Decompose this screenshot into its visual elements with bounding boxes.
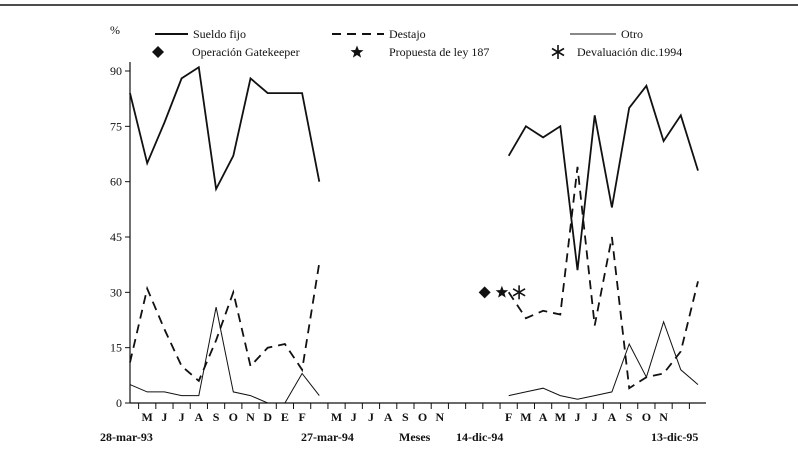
x-tick-label: O [418, 410, 427, 424]
x-tick-label: N [246, 410, 255, 424]
plot-area [129, 65, 699, 404]
x-tick-label: A [608, 410, 617, 424]
event-marker-operacion-gatekeeper [478, 286, 491, 299]
legend-star-icon [350, 45, 364, 58]
x-tick-label: S [626, 410, 633, 424]
y-tick-label: 60 [110, 175, 122, 189]
legend-label-sueldo-fijo: Sueldo fijo [193, 27, 246, 41]
event-markers [478, 285, 526, 300]
x-tick-label: J [161, 410, 167, 424]
date-label-end-period-1: 27-mar-94 [301, 430, 354, 444]
date-label-start-period-2: 14-dic-94 [456, 430, 503, 444]
x-tick-label: A [195, 410, 204, 424]
x-tick-label: O [642, 410, 651, 424]
legend-label-otro: Otro [621, 27, 643, 41]
x-tick-label: S [402, 410, 409, 424]
x-tick-label: D [263, 410, 272, 424]
x-tick-label: S [213, 410, 220, 424]
series-line-destajo-period-1 [129, 262, 321, 383]
x-tick-label: J [575, 410, 581, 424]
y-tick-label: 0 [116, 396, 122, 410]
x-tick-label: A [384, 410, 393, 424]
event-marker-devaluacion-dic-1994 [512, 285, 526, 300]
y-tick-label: 15 [110, 341, 122, 355]
x-tick-label: J [179, 410, 185, 424]
legend-label-destajo: Destajo [389, 27, 426, 41]
series-line-otro-period-1 [129, 307, 320, 404]
x-tick-label: F [505, 410, 512, 424]
y-tick-label: 90 [110, 64, 122, 78]
date-label-start: 28-mar-93 [100, 430, 153, 444]
x-tick-label: M [331, 410, 342, 424]
x-tick-label: N [659, 410, 668, 424]
x-tick-label: F [298, 410, 305, 424]
x-tick-label: J [351, 410, 357, 424]
date-label-end: 13-dic-95 [651, 430, 698, 444]
x-tick-label: E [281, 410, 289, 424]
x-tick-label: O [229, 410, 238, 424]
event-marker-propuesta-de-ley-187 [495, 285, 509, 298]
legend-diamond-icon [152, 46, 164, 58]
y-tick-label: 45 [110, 230, 122, 244]
legend-asterisk-icon [551, 45, 565, 59]
legend: Sueldo fijo Destajo Otro Operación Gatek… [152, 27, 682, 59]
series-line-otro-period-2 [508, 320, 699, 400]
series-line-sueldo-fijo-period-1 [129, 65, 321, 192]
y-tick-label: 75 [110, 119, 122, 133]
legend-label-propuesta-ley-187: Propuesta de ley 187 [389, 45, 489, 59]
y-tick-label: 30 [110, 285, 122, 299]
x-tick-label: N [435, 410, 444, 424]
series-line-sueldo-fijo-period-2 [507, 83, 699, 271]
y-axis-label: % [110, 23, 120, 37]
legend-label-devaluacion: Devaluación dic.1994 [577, 45, 682, 59]
y-axis-ticks: 0 15 30 45 60 75 90 [110, 64, 130, 410]
x-tick-label: M [555, 410, 566, 424]
x-tick-label: A [539, 410, 548, 424]
x-tick-label: M [520, 410, 531, 424]
legend-label-operacion-gatekeeper: Operación Gatekeeper [192, 45, 300, 59]
x-tick-label: J [368, 410, 374, 424]
axes [129, 62, 706, 404]
series-line-destajo-period-2 [507, 166, 699, 390]
x-tick-label: M [142, 410, 153, 424]
x-axis-label: Meses [399, 430, 431, 444]
x-tick-label: J [592, 410, 598, 424]
